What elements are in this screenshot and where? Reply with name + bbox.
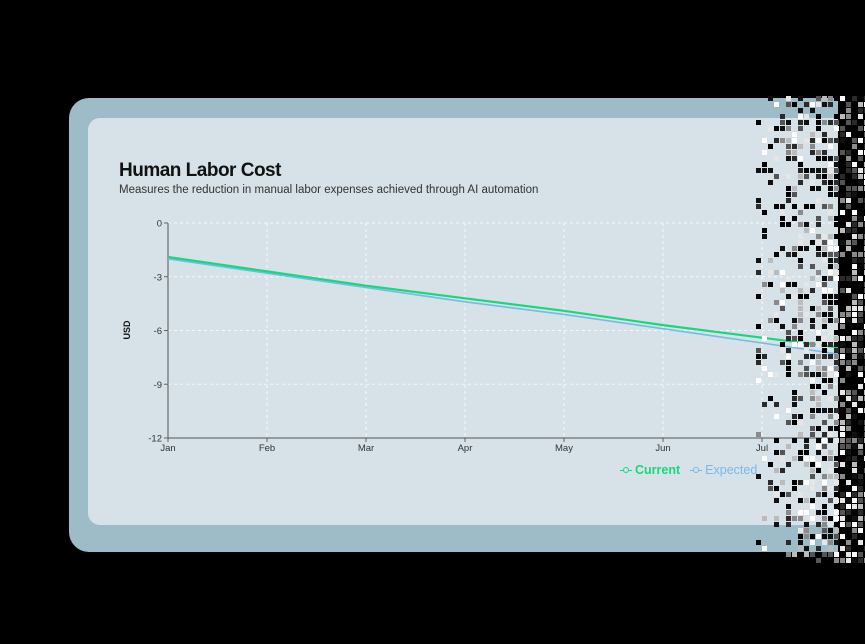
chart-card (88, 118, 865, 525)
y-tick-label: -6 (154, 326, 162, 337)
series-line-current (167, 255, 865, 352)
legend-label-expected: Expected (705, 463, 758, 477)
x-tick-label: Mar (358, 443, 374, 454)
chart-title: Human Labor Cost (119, 160, 281, 181)
chart-subtitle: Measures the reduction in manual labor e… (119, 184, 539, 196)
x-tick-label: Jun (655, 443, 670, 454)
legend: Current Expected (620, 463, 757, 477)
x-tick-label: Apr (458, 443, 473, 454)
x-tick-label: Feb (259, 443, 275, 454)
y-tick-label: -3 (154, 272, 162, 283)
legend-item-expected[interactable]: Expected (690, 463, 757, 477)
x-tick-label: Jul (756, 443, 768, 454)
legend-item-current[interactable]: Current (620, 463, 680, 477)
series-line-expected (167, 258, 865, 359)
grid (168, 222, 865, 438)
series-lines (167, 255, 865, 359)
x-tick-label: May (555, 443, 573, 454)
legend-marker-current (620, 465, 632, 475)
y-tick-label: -9 (154, 380, 162, 391)
y-tick-label: 0 (157, 219, 162, 230)
legend-label-current: Current (635, 463, 681, 477)
legend-marker-expected (690, 465, 703, 475)
x-tick-label: Jan (160, 443, 175, 454)
y-tick-label: -12 (148, 434, 162, 445)
y-axis-label: USD (122, 320, 132, 340)
